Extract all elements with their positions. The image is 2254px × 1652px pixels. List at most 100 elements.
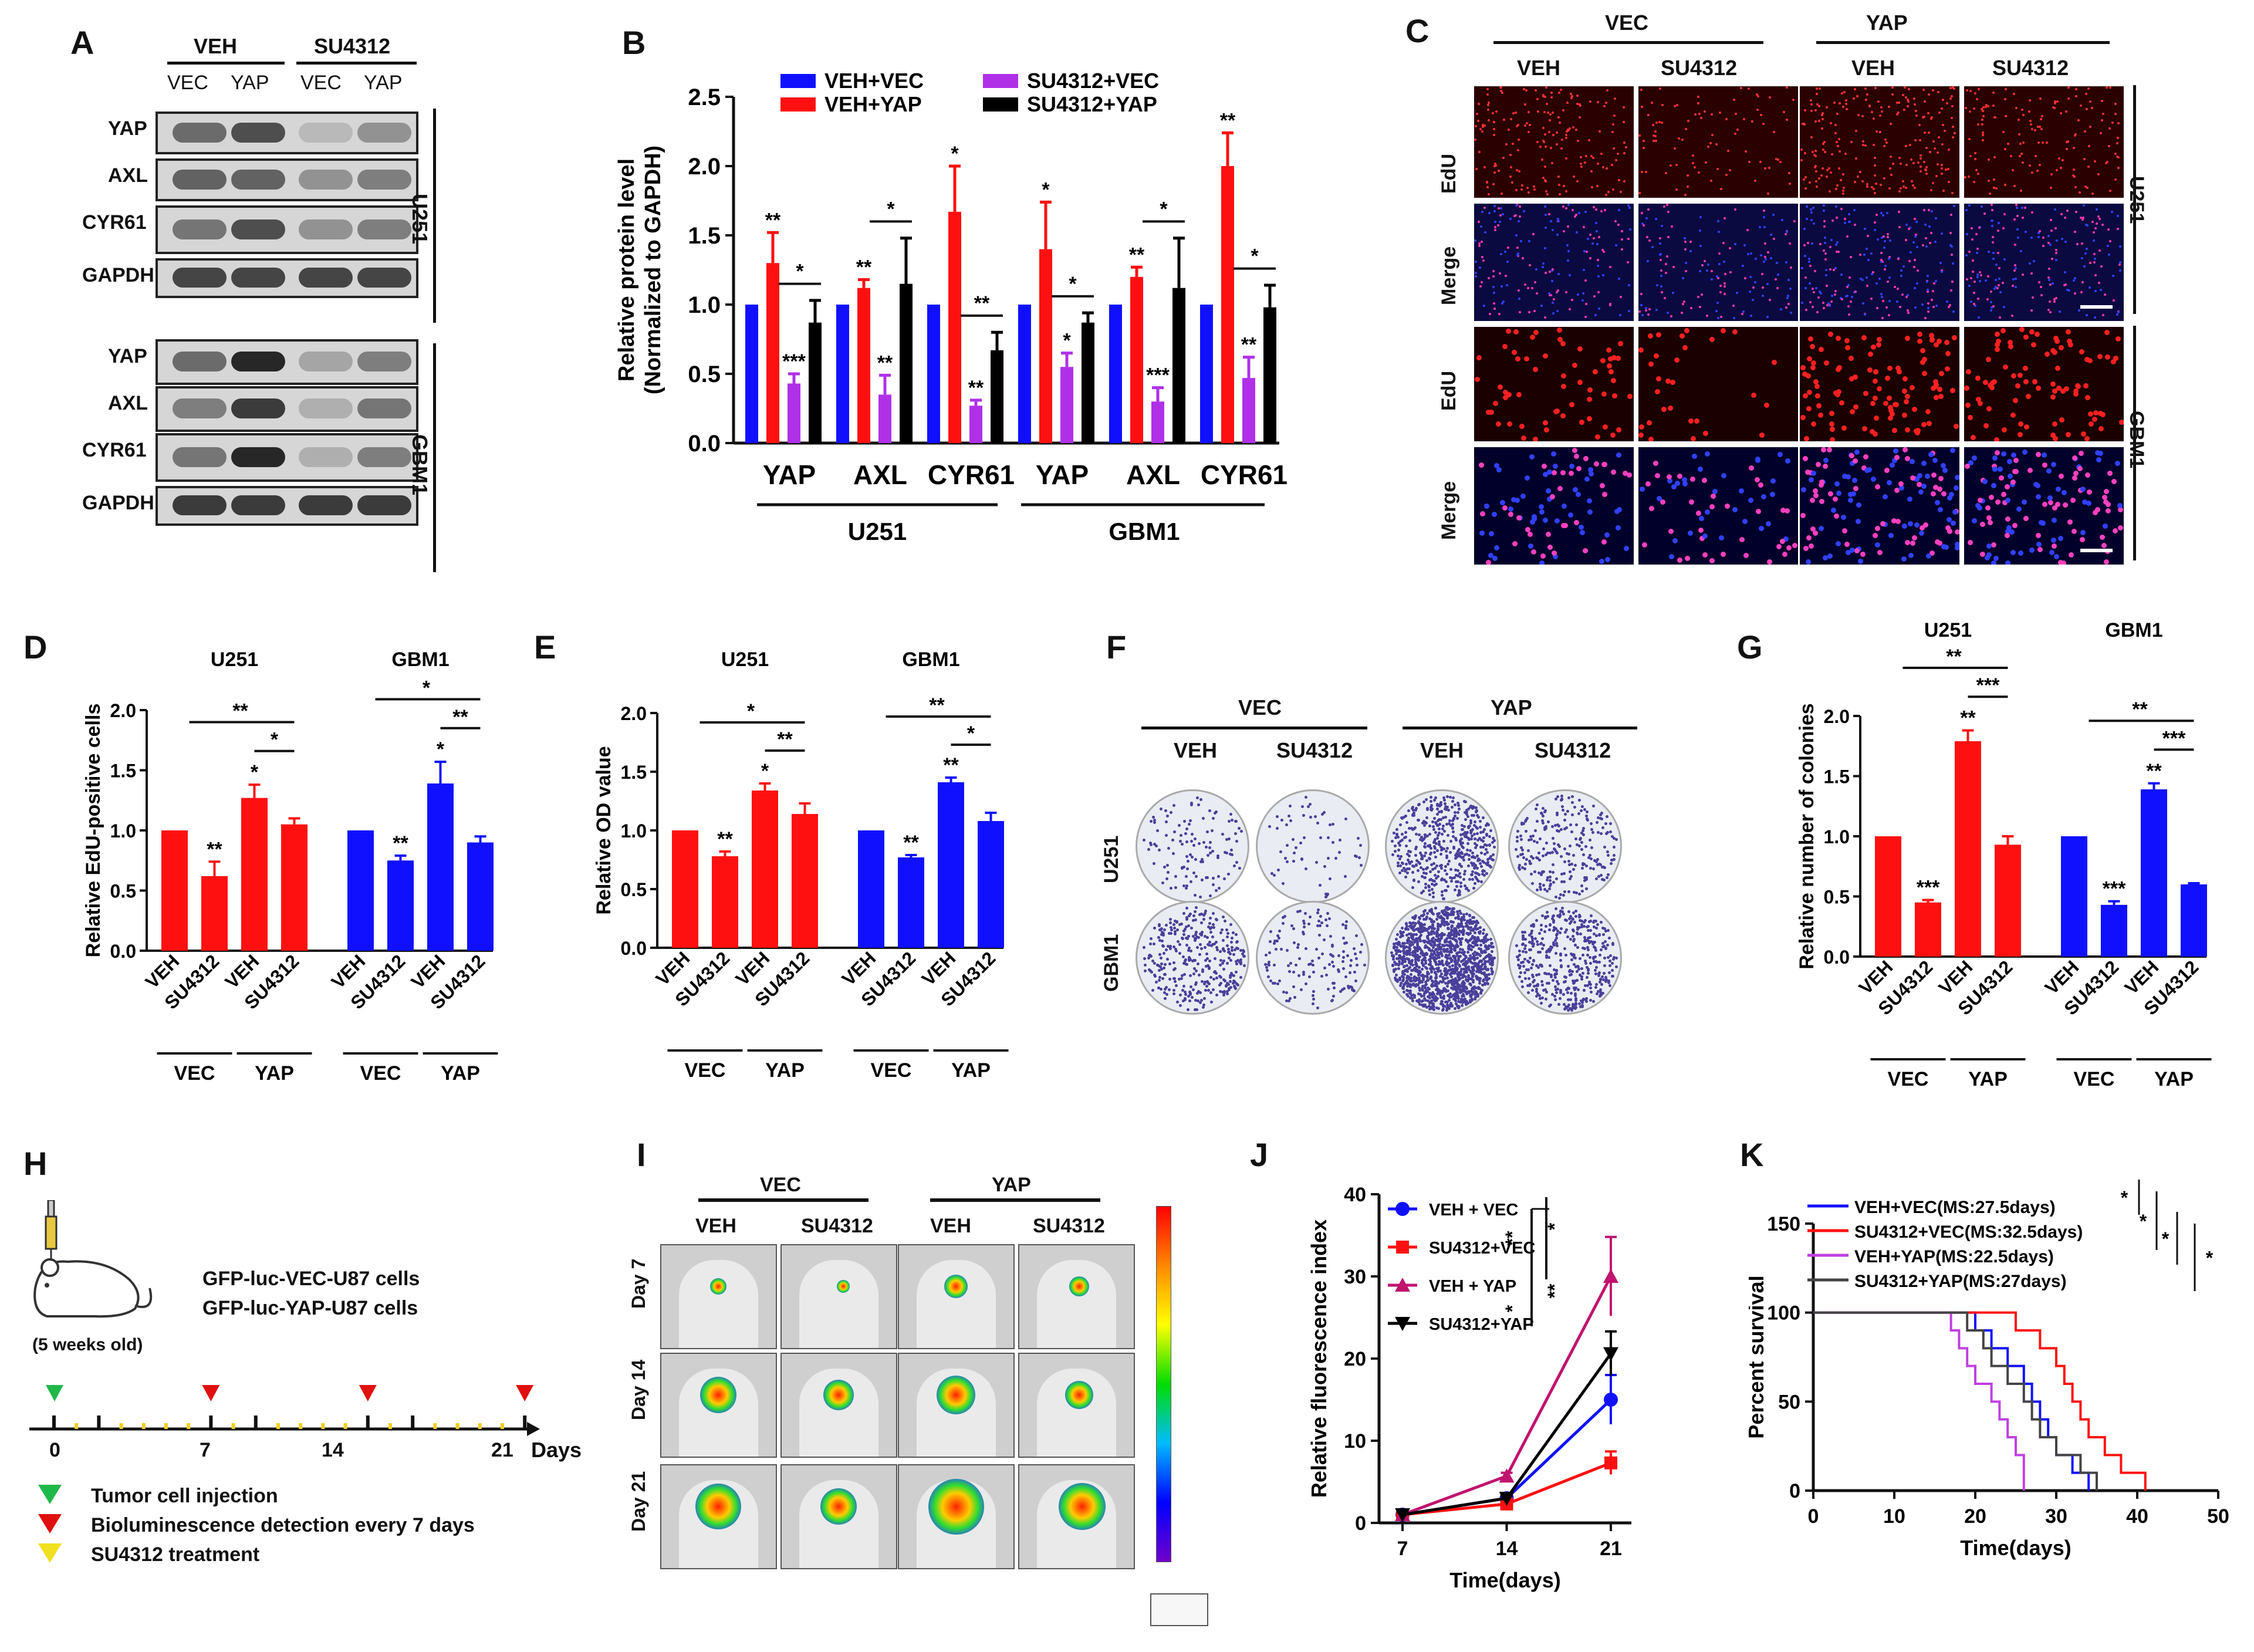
colony (1174, 930, 1177, 933)
colony (1475, 975, 1478, 978)
cell-dot (1989, 385, 1995, 390)
cell-dot (1848, 213, 1850, 215)
colony (1567, 796, 1570, 799)
cell-dot (1692, 454, 1697, 459)
cell-dot (1982, 139, 1984, 141)
cell-dot (1607, 363, 1612, 369)
cell-dot (1875, 183, 1877, 185)
colony (1589, 854, 1591, 857)
cell-dot (1517, 124, 1519, 126)
cell-dot (2022, 273, 2024, 276)
cell-dot (2064, 271, 2066, 273)
colony (1276, 982, 1279, 985)
cell-dot (1808, 258, 1810, 260)
colony (1174, 886, 1177, 889)
cell-dot (1902, 523, 1907, 529)
colony (1432, 930, 1435, 933)
cell-dot (1910, 475, 1915, 481)
fluorescence-image (1799, 85, 1961, 199)
cell-dot (1928, 93, 1930, 96)
colony (1516, 836, 1519, 839)
cell-dot (2077, 119, 2080, 121)
cell-dot (1544, 165, 1546, 168)
colony (1465, 971, 1468, 974)
cell-dot (1589, 471, 1594, 477)
cell-dot (1905, 427, 1910, 433)
cell-dot (1674, 105, 1676, 107)
colony (1223, 877, 1226, 880)
colony (1401, 934, 1404, 937)
cell-dot (1836, 367, 1841, 372)
cell-dot (1941, 173, 1943, 175)
cell-dot (1810, 365, 1816, 370)
cell-dot (2020, 250, 2022, 252)
colony (1485, 933, 1488, 936)
cell-dot (1861, 115, 1864, 117)
colony (1443, 950, 1446, 953)
cell-dot (1510, 166, 1512, 168)
cell-dot (1809, 301, 1812, 303)
colony (1165, 993, 1168, 996)
cell-dot (1699, 306, 1701, 308)
cell-dot (1955, 545, 1959, 550)
cell-dot (1868, 352, 1873, 357)
cell-dot (1612, 188, 1614, 191)
cell-dot (1583, 269, 1585, 271)
colony (1293, 941, 1296, 944)
bar (900, 283, 913, 443)
colony (1243, 964, 1246, 967)
cell-dot (1691, 436, 1696, 441)
colony (1218, 887, 1221, 890)
colony (1469, 832, 1472, 835)
cell-dot (1975, 169, 1978, 171)
cell-dot (2117, 215, 2119, 217)
cell-dot (1937, 387, 1942, 392)
colony (1319, 836, 1322, 839)
cell-dot (1785, 508, 1790, 513)
colony (1276, 940, 1279, 942)
colony (1442, 816, 1445, 819)
cell-dot (1892, 428, 1897, 433)
blot-a-band (357, 169, 411, 190)
colony (1433, 956, 1436, 959)
colony (1167, 847, 1170, 850)
colony (1293, 996, 1296, 999)
cell-dot (1932, 306, 1935, 308)
cell-dot (1814, 270, 1816, 272)
cell-dot (1920, 154, 1922, 157)
panel-f-col-4: SU4312 (1535, 738, 1611, 762)
bar (1242, 378, 1255, 443)
cell-dot (1927, 275, 1929, 277)
cell-dot (1931, 472, 1937, 478)
cell-dot (1826, 175, 1828, 178)
cell-dot (2109, 240, 2111, 242)
cell-dot (1823, 220, 1826, 222)
colony (1444, 816, 1447, 819)
cell-dot (1528, 311, 1530, 313)
colony (1162, 932, 1165, 935)
cell-dot (2119, 420, 2124, 425)
colony (1485, 844, 1488, 847)
cell-dot (1579, 116, 1581, 119)
colony (1467, 958, 1470, 961)
cell-dot (2018, 373, 2023, 378)
cell-dot (1779, 161, 1782, 163)
cell-dot (2013, 93, 2015, 95)
cell-dot (1493, 302, 1495, 305)
cell-dot (1563, 185, 1565, 187)
cell-dot (1475, 275, 1477, 278)
cell-dot (2055, 252, 2057, 254)
colony (1195, 981, 1198, 984)
colony (1428, 879, 1431, 881)
colony (1286, 949, 1289, 952)
colony (1428, 845, 1431, 848)
cell-dot (2005, 560, 2010, 565)
colony (1433, 851, 1436, 854)
cell-dot (2016, 215, 2019, 217)
colony (1455, 885, 1458, 888)
colony (1483, 870, 1486, 873)
cell-dot (1836, 541, 1841, 546)
panel-label-a: A (70, 24, 94, 61)
cell-dot (1811, 421, 1816, 427)
cell-dot (1829, 421, 1834, 427)
